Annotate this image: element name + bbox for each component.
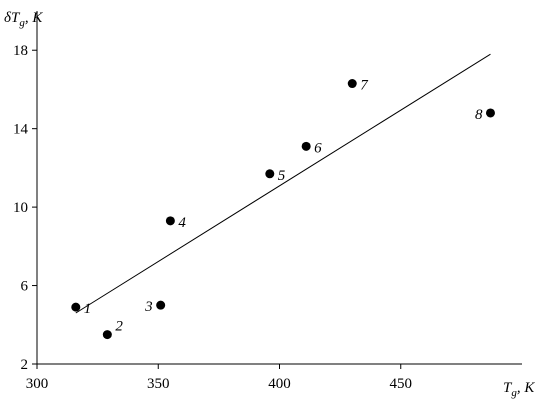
x-tick-label: 450 — [390, 376, 413, 392]
x-tick-label: 300 — [26, 376, 49, 392]
point-label: 4 — [178, 215, 186, 231]
y-tick-label: 18 — [13, 43, 28, 59]
y-axis-label-part: g — [19, 17, 25, 29]
point-label: 1 — [84, 301, 92, 317]
point — [71, 302, 81, 312]
point — [165, 216, 175, 226]
y-tick-label: 14 — [13, 122, 29, 138]
point — [485, 108, 495, 118]
y-axis-label-part: δT — [4, 10, 21, 26]
point — [301, 141, 311, 151]
x-axis-label: Tg, K — [503, 380, 535, 399]
point-label: 8 — [475, 107, 483, 123]
y-axis-label: δTg, K — [4, 10, 43, 29]
point-label: 6 — [314, 140, 322, 156]
x-tick-label: 400 — [268, 376, 291, 392]
point-label: 2 — [115, 319, 123, 335]
point-label: 7 — [360, 78, 369, 94]
x-axis-label-part: T — [503, 380, 513, 396]
x-tick-label: 350 — [147, 376, 170, 392]
y-tick-label: 10 — [13, 200, 28, 216]
point-label: 3 — [144, 299, 153, 315]
point — [347, 79, 357, 89]
x-axis-label-part: , K — [517, 380, 536, 396]
trend-line — [75, 53, 491, 314]
point — [102, 330, 112, 340]
point — [156, 300, 166, 310]
y-axis-label-part: , K — [25, 10, 44, 26]
y-tick-label: 2 — [21, 357, 29, 373]
y-tick-label: 6 — [21, 279, 29, 295]
x-axis-label-part: g — [511, 387, 517, 399]
point — [265, 169, 275, 179]
point-label: 5 — [278, 168, 286, 184]
